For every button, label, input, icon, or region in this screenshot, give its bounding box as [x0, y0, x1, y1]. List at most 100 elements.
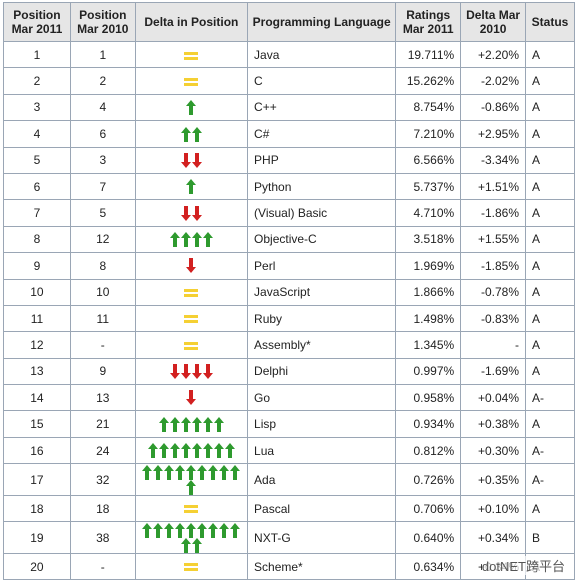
up-arrow — [186, 522, 197, 538]
up-arrow — [147, 443, 158, 459]
up-arrow — [197, 522, 208, 538]
table-row: 2 2 C 15.262% -2.02% A — [3, 67, 575, 95]
table-row: 1 1 Java 19.711% +2.20% A — [3, 40, 575, 69]
language: Lua — [247, 436, 397, 465]
delta-position — [134, 172, 249, 201]
header-cell: Programming Language — [247, 2, 397, 42]
position-2010: 8 — [69, 252, 136, 280]
rating: 1.498% — [395, 304, 462, 333]
rating: 6.566% — [395, 146, 462, 174]
up-arrow — [224, 443, 235, 459]
rating-delta: -2.02% — [460, 67, 527, 95]
table-row: 18 18 Pascal 0.706% +0.10% A — [3, 494, 575, 523]
down-arrow — [191, 205, 202, 221]
rating-delta: +0.34% — [460, 521, 527, 554]
no-change — [184, 563, 199, 572]
header-row: Position Mar 2011 Position Mar 2010 Delta … — [3, 2, 575, 42]
position-2010: 13 — [69, 384, 136, 412]
rating-delta: +1.55% — [460, 225, 527, 254]
position-2010: - — [69, 331, 136, 359]
table-row: 3 4 C++ 8.754% -0.86% A — [3, 93, 575, 122]
up-arrow — [175, 464, 186, 480]
position-2010: 21 — [69, 410, 136, 438]
down-arrow — [186, 390, 197, 406]
up-arrow — [186, 479, 197, 495]
rating: 0.812% — [395, 436, 462, 465]
rating: 3.518% — [395, 225, 462, 254]
language: Scheme* — [247, 552, 397, 581]
up-arrow — [213, 443, 224, 459]
language: JavaScript — [247, 278, 397, 306]
rating: 0.726% — [395, 463, 462, 496]
up-arrow — [219, 522, 230, 538]
position-2011: 1 — [3, 40, 71, 69]
table-row: 9 8 Perl 1.969% -1.85% A — [3, 252, 575, 280]
table-row: 11 11 Ruby 1.498% -0.83% A — [3, 304, 575, 333]
position-2011: 5 — [3, 146, 71, 174]
position-2010: 7 — [69, 172, 136, 201]
rating-delta: +0.10% — [460, 494, 527, 523]
table-row: 15 21 Lisp 0.934% +0.38% A — [3, 410, 575, 438]
table-row: 10 10 JavaScript 1.866% -0.78% A — [3, 278, 575, 306]
delta-position — [134, 331, 249, 359]
rating-delta: -1.85% — [460, 252, 527, 280]
language: Ruby — [247, 304, 397, 333]
delta-position — [134, 357, 249, 386]
position-2010: 11 — [69, 304, 136, 333]
position-2011: 19 — [3, 521, 71, 554]
position-2010: 24 — [69, 436, 136, 465]
up-arrow — [180, 232, 191, 248]
up-arrow — [164, 522, 175, 538]
rating-delta: -1.69% — [460, 357, 527, 386]
rating-delta: +0.30% — [460, 436, 527, 465]
table-row: 5 3 PHP 6.566% -3.34% A — [3, 146, 575, 174]
status: A — [525, 252, 575, 280]
table-row: 16 24 Lua 0.812% +0.30% A- — [3, 436, 575, 465]
delta-position — [134, 252, 249, 280]
delta-position — [134, 521, 249, 554]
up-arrow — [169, 232, 180, 248]
rating-delta: -3.34% — [460, 146, 527, 174]
position-2011: 3 — [3, 93, 71, 122]
delta-position — [134, 225, 249, 254]
no-change — [184, 315, 199, 324]
rating: 1.345% — [395, 331, 462, 359]
up-arrow — [180, 416, 191, 432]
up-arrow — [153, 464, 164, 480]
rating: 1.866% — [395, 278, 462, 306]
down-arrow — [202, 364, 213, 380]
status: A — [525, 494, 575, 523]
language: Ada — [247, 463, 397, 496]
rating-delta: -0.86% — [460, 93, 527, 122]
rating-delta: -0.78% — [460, 278, 527, 306]
delta-position — [134, 146, 249, 174]
up-arrow — [142, 464, 153, 480]
up-arrow — [208, 464, 219, 480]
position-2010: 9 — [69, 357, 136, 386]
status: A — [525, 410, 575, 438]
position-2011: 8 — [3, 225, 71, 254]
rating: 0.640% — [395, 521, 462, 554]
rating-delta: -1.86% — [460, 199, 527, 227]
language: PHP — [247, 146, 397, 174]
no-change — [184, 505, 199, 514]
up-arrow — [158, 443, 169, 459]
up-arrow — [191, 537, 202, 553]
header-cell: Status — [525, 2, 575, 42]
position-2011: 12 — [3, 331, 71, 359]
position-2011: 18 — [3, 494, 71, 523]
down-arrow — [180, 364, 191, 380]
delta-position — [134, 304, 249, 333]
language: Java — [247, 40, 397, 69]
position-2010: 38 — [69, 521, 136, 554]
position-2010: 4 — [69, 93, 136, 122]
position-2010: 32 — [69, 463, 136, 496]
rating: 5.737% — [395, 172, 462, 201]
header-cell: Delta in Position — [134, 2, 249, 42]
rating-delta: +0.38% — [460, 410, 527, 438]
up-arrow — [175, 522, 186, 538]
delta-position — [134, 278, 249, 306]
down-arrow — [191, 152, 202, 168]
rating: 8.754% — [395, 93, 462, 122]
